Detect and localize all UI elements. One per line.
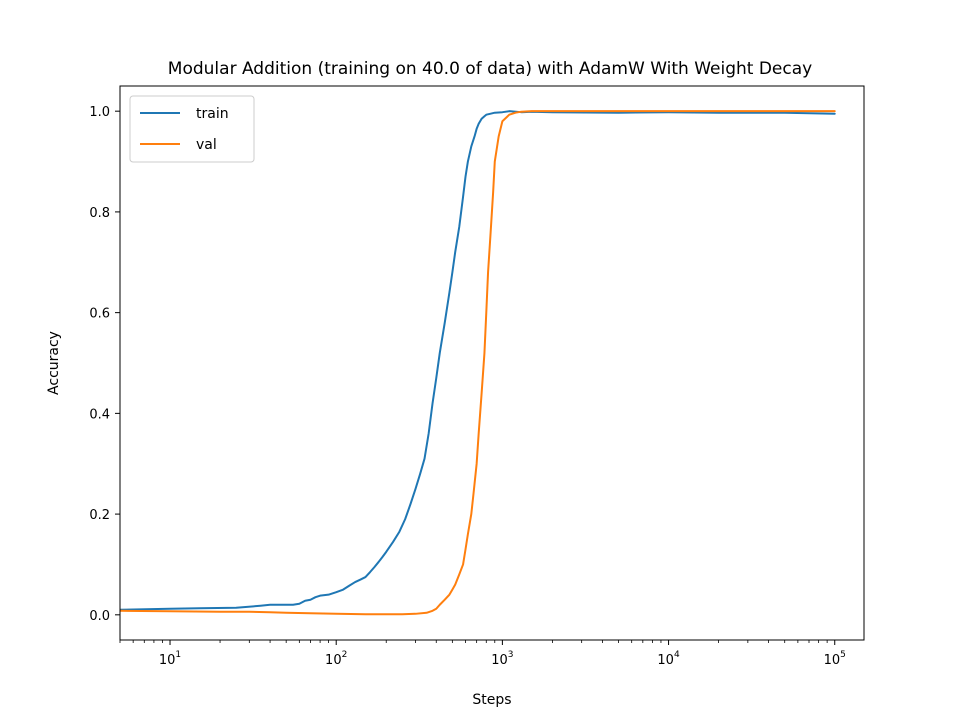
x-tick-label: 102 [325, 650, 347, 668]
y-tick-label: 0.2 [89, 508, 110, 523]
x-axis: 101 102 103 104 105 [119, 640, 846, 668]
x-tick-label: 101 [159, 650, 181, 668]
y-tick-label: 0.8 [89, 206, 110, 221]
x-axis-label: Steps [472, 692, 511, 708]
legend: train val [129, 95, 255, 163]
y-tick-label: 0.0 [89, 609, 110, 624]
x-tick-label: 103 [491, 650, 513, 668]
y-tick-label: 0.4 [89, 407, 110, 422]
series-layer [120, 110, 836, 616]
x-tick-label: 105 [824, 650, 846, 668]
legend-box [129, 95, 255, 163]
y-tick-label: 0.6 [89, 307, 110, 322]
series-line-val [120, 110, 836, 616]
series-line-train [120, 110, 836, 611]
plot-area [120, 110, 836, 616]
legend-label-val: val [196, 137, 217, 153]
legend-label-train: train [196, 106, 229, 122]
y-tick-label: 1.0 [89, 105, 110, 120]
x-tick-label: 104 [657, 650, 680, 668]
chart-title: Modular Addition (training on 40.0 of da… [168, 59, 812, 79]
y-axis-label: Accuracy [46, 331, 62, 395]
plot-frame [119, 85, 865, 641]
y-axis: 0.0 0.2 0.4 0.6 0.8 1.0 [89, 105, 120, 624]
